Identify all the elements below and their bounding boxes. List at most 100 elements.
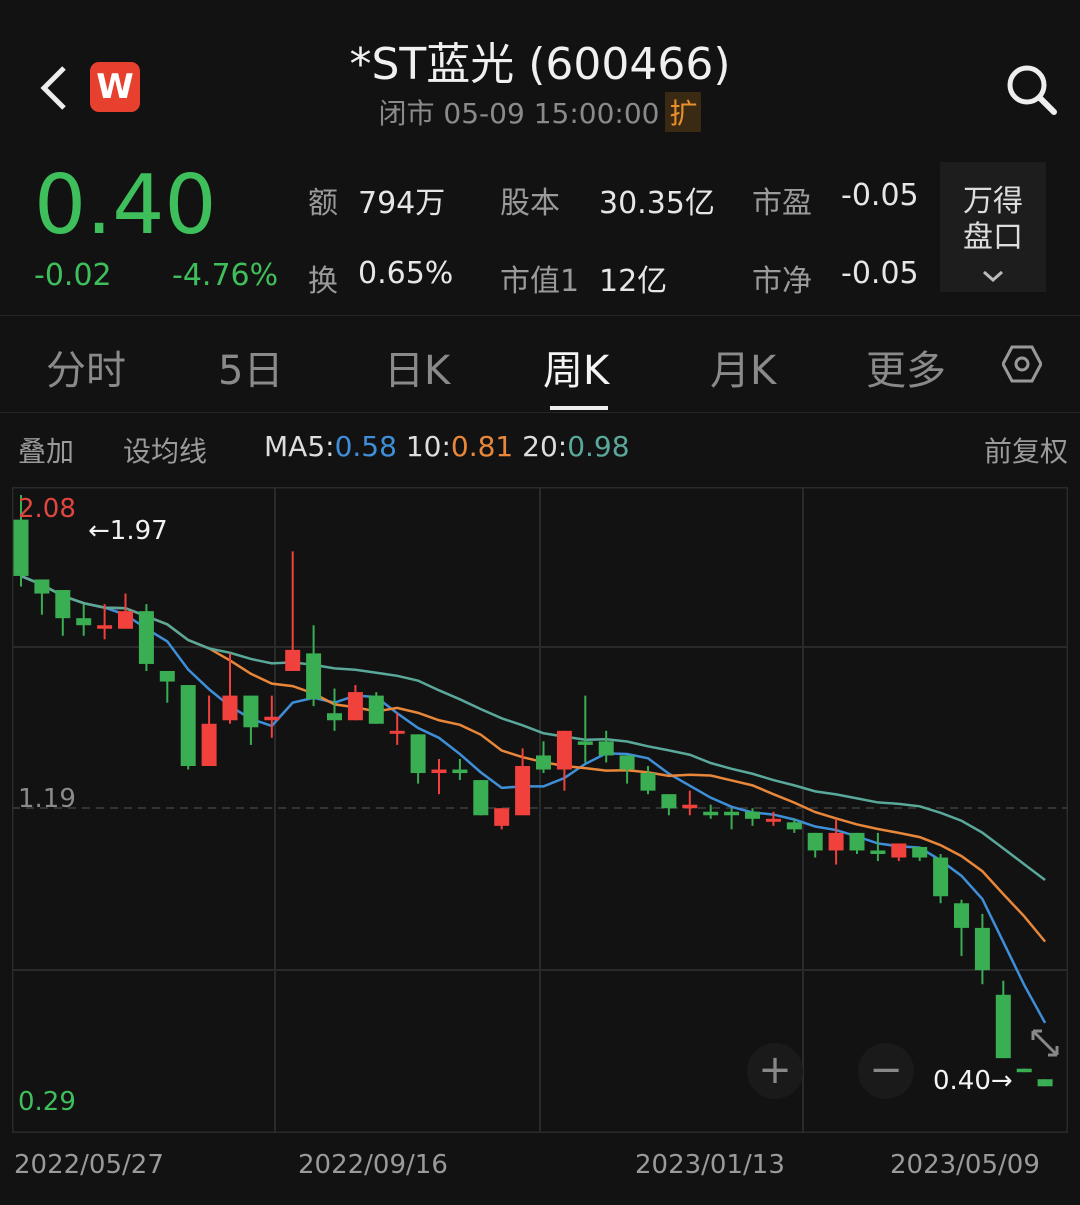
candle-down: [661, 794, 677, 809]
candle-up: [494, 808, 510, 826]
candle-down: [243, 695, 259, 728]
candle-down: [807, 832, 823, 851]
divider: [0, 412, 1080, 413]
expand-button[interactable]: 扩: [665, 92, 702, 132]
high-marker: ←1.97: [88, 516, 168, 546]
candlestick-chart[interactable]: [12, 487, 1068, 1133]
chart-settings-button[interactable]: [1001, 344, 1043, 388]
candle-up: [515, 766, 531, 816]
last-price: 0.40: [34, 158, 217, 253]
overlay-button[interactable]: 叠加: [18, 435, 75, 468]
candle-down: [849, 832, 865, 851]
candle-up: [891, 843, 907, 858]
candle-up: [201, 723, 217, 767]
ma5-label: MA5:: [264, 430, 335, 463]
candle-up: [347, 692, 363, 721]
tab-intraday[interactable]: 分时: [46, 348, 126, 394]
ma10-value: 0.81: [450, 430, 514, 463]
x-label: 2023/01/13: [635, 1150, 785, 1180]
candle-down: [55, 590, 71, 619]
ma20-line: [20, 574, 1046, 882]
chevron-down-icon: [983, 270, 1003, 283]
divider: [0, 315, 1080, 316]
y-min-label: 0.29: [18, 1087, 76, 1117]
candle-down: [870, 850, 886, 854]
candle-down: [327, 713, 342, 721]
adjust-button[interactable]: 前复权: [983, 435, 1068, 468]
market-status: 闭市 05-09 15:00:00 扩: [0, 92, 1080, 132]
candle-down: [640, 773, 656, 791]
candle-down: [786, 822, 802, 830]
candle-down: [138, 611, 154, 664]
stat-value: 794万: [358, 186, 446, 221]
stat-label: 市盈: [752, 186, 812, 221]
settings-hex-icon: [1001, 345, 1043, 383]
stock-title: *ST蓝光 (600466): [349, 39, 731, 90]
x-label: 2022/09/16: [298, 1150, 448, 1180]
candle-down: [34, 579, 50, 594]
last-marker-value: 0.40: [933, 1066, 991, 1096]
tab-weekly-k[interactable]: 周K: [543, 348, 610, 394]
candle-down: [1016, 1068, 1032, 1073]
candle-down: [13, 519, 29, 576]
candle-down: [159, 670, 175, 682]
candle-down: [1037, 1079, 1053, 1087]
price-change-pct: -4.76%: [172, 258, 279, 293]
tab-more[interactable]: 更多: [866, 348, 946, 394]
zoom-in-button[interactable]: +: [747, 1043, 803, 1099]
candle-up: [264, 716, 280, 721]
stat-label: 市净: [752, 264, 812, 299]
ma20-label: 20:: [522, 430, 568, 463]
candle-up: [828, 832, 844, 851]
candle-down: [745, 811, 760, 819]
zoom-out-button[interactable]: −: [858, 1043, 914, 1099]
stat-value: 12亿: [599, 264, 668, 299]
stat-label: 换: [308, 264, 338, 299]
candle-down: [933, 857, 949, 897]
back-button[interactable]: [36, 62, 76, 114]
price-change: -0.02: [34, 258, 112, 293]
y-mid-label: 1.19: [18, 784, 76, 814]
status-text: 闭市 05-09 15:00:00: [378, 97, 660, 130]
stat-value: -0.05: [841, 178, 919, 213]
candle-down: [577, 741, 593, 745]
candle-down: [619, 755, 635, 770]
tab-monthly-k[interactable]: 月K: [710, 348, 777, 394]
candle-up: [682, 804, 698, 809]
x-label: 2022/05/27: [14, 1150, 164, 1180]
wind-orderbook-button[interactable]: 万得 盘口: [940, 162, 1046, 292]
stat-value: 30.35亿: [599, 186, 715, 221]
ma5-line: [20, 574, 1047, 1024]
candle-up: [765, 818, 781, 822]
tab-daily-k[interactable]: 日K: [384, 348, 451, 394]
set-ma-button[interactable]: 设均线: [123, 435, 208, 468]
ma5-value: 0.58: [334, 430, 397, 463]
stat-value: 0.65%: [358, 256, 454, 291]
wind-label-2: 盘口: [963, 220, 1023, 255]
high-marker-value: 1.97: [109, 516, 168, 546]
candle-up: [118, 611, 133, 629]
candle-down: [995, 994, 1011, 1059]
candle-up: [285, 649, 301, 671]
candle-down: [368, 695, 384, 724]
y-max-label: 2.08: [18, 494, 76, 524]
candle-down: [473, 780, 489, 816]
candle-down: [536, 755, 551, 770]
candle-down: [306, 653, 322, 700]
last-marker: 0.40→: [933, 1066, 1013, 1096]
search-button[interactable]: [1004, 62, 1058, 120]
candle-down: [598, 741, 614, 756]
candle-down: [912, 846, 928, 858]
active-tab-indicator: [550, 406, 608, 410]
expand-icon: [1031, 1029, 1059, 1057]
candle-down: [954, 903, 969, 928]
candle-down: [974, 927, 990, 971]
stat-label: 股本: [500, 186, 560, 221]
stat-label: 市值1: [500, 264, 580, 299]
fullscreen-button[interactable]: [1030, 1028, 1060, 1062]
search-icon: [1007, 65, 1057, 115]
candle-down: [76, 618, 92, 626]
tab-5day[interactable]: 5日: [218, 348, 284, 394]
candle-down: [410, 734, 426, 774]
wind-label-1: 万得: [963, 184, 1023, 219]
